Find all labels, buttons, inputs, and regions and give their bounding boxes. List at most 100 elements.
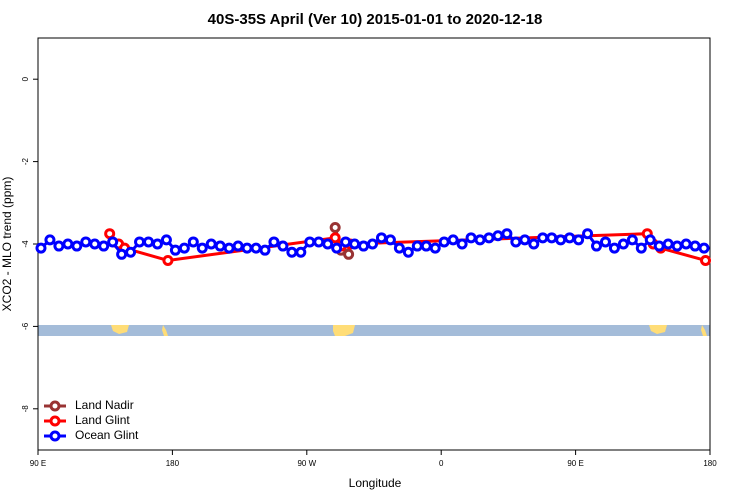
x-tick-label: 180 [703,459,717,468]
data-point [125,246,137,258]
data-point [116,248,128,260]
data-point [232,240,244,252]
data-point [698,242,710,254]
data-point [259,244,271,256]
data-point [329,222,341,234]
data-point [429,242,441,254]
data-point [44,234,56,246]
data-point [393,242,405,254]
y-tick-label: -8 [21,405,30,413]
data-point [107,236,119,248]
data-point [662,238,674,250]
x-tick-label: 90 E [30,459,46,468]
data-point [555,234,567,246]
data-point [331,242,343,254]
data-point [367,238,379,250]
y-tick-label: -2 [21,157,30,165]
legend-label: Land Nadir [75,398,134,412]
y-tick-label: 0 [21,76,30,81]
data-point [519,234,531,246]
chart-title: 40S-35S April (Ver 10) 2015-01-01 to 202… [208,11,543,28]
data-point [162,254,174,266]
data-point [626,234,638,246]
data-point [223,242,235,254]
x-tick-label: 90 W [297,459,316,468]
legend-label: Land Glint [75,413,130,427]
data-point [178,242,190,254]
data-point [268,236,280,248]
data-point [143,236,155,248]
data-point [89,238,101,250]
data-point [599,236,611,248]
data-point [134,236,146,248]
x-tick-label: 90 E [567,459,583,468]
data-point [358,240,370,252]
data-point [277,240,289,252]
data-point [62,238,74,250]
data-point [322,238,334,250]
data-point [474,234,486,246]
data-point [689,240,701,252]
data-point [465,232,477,244]
data-point [447,234,459,246]
data-point [653,240,665,252]
data-point [617,238,629,250]
data-point [402,246,414,258]
legend-marker [49,400,61,412]
data-point [671,240,683,252]
data-point [196,242,208,254]
data-point [286,246,298,258]
data-point [329,232,341,244]
data-point [591,240,603,252]
data-point [510,236,522,248]
data-point [151,238,163,250]
data-point [700,254,712,266]
legend-marker [49,415,61,427]
y-axis-label: XCO2 - MLO trend (ppm) [0,177,14,312]
data-point [411,240,423,252]
data-point [537,232,549,244]
data-point [420,240,432,252]
map-strip [38,325,710,336]
data-point [250,242,262,254]
data-point [214,240,226,252]
data-point [644,234,656,246]
data-point [635,242,647,254]
x-tick-label: 0 [439,459,444,468]
data-point [80,236,92,248]
data-point [375,232,387,244]
data-point [573,234,585,246]
data-point [546,232,558,244]
data-point [582,228,594,240]
data-point [53,240,65,252]
data-point [384,234,396,246]
y-tick-label: -6 [21,322,30,330]
data-point [680,238,692,250]
data-point [241,242,253,254]
data-point [492,230,504,242]
data-point [564,232,576,244]
data-point [483,232,495,244]
x-tick-label: 180 [166,459,180,468]
data-point [71,240,83,252]
data-point [160,234,172,246]
data-point [98,240,110,252]
data-point [205,238,217,250]
data-point [438,236,450,248]
data-point [528,238,540,250]
legend-marker [49,430,61,442]
data-point [456,238,468,250]
data-point [313,236,325,248]
data-point [343,248,355,260]
legend-label: Ocean Glint [75,428,139,442]
data-point [187,236,199,248]
data-point [501,228,513,240]
x-axis-label: Longitude [349,476,402,490]
y-tick-label: -4 [21,240,30,248]
data-point [295,246,307,258]
data-point [169,244,181,256]
data-point [340,236,352,248]
data-point [35,242,47,254]
data-point [608,242,620,254]
